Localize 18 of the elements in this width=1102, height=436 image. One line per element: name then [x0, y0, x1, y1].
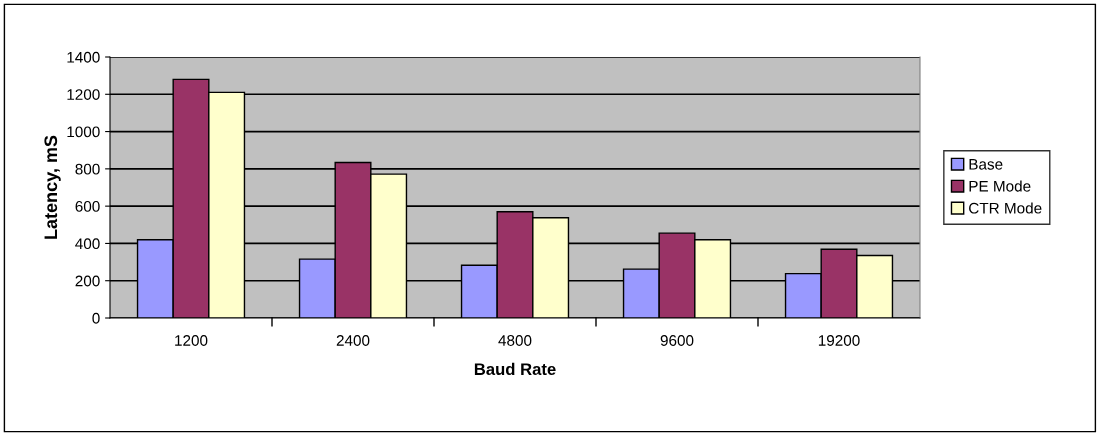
- y-tick-label: 800: [75, 163, 100, 175]
- y-tick-label: 400: [75, 238, 100, 250]
- x-tick-label: 2400: [336, 335, 370, 346]
- y-tick-label: 600: [75, 201, 100, 212]
- y-axis-title: Latency, mS: [44, 135, 61, 239]
- y-tick-label: 1400: [67, 51, 100, 63]
- legend-label: PE Mode: [969, 180, 1031, 192]
- x-tick-label: 1200: [175, 335, 208, 346]
- x-tick-label: 9600: [660, 335, 694, 346]
- x-tick-label: 4800: [498, 335, 532, 346]
- x-tick-label: 19200: [818, 335, 860, 346]
- y-tick-label: 1000: [67, 126, 100, 138]
- legend-label: Base: [969, 159, 1003, 170]
- legend-label: CTR Mode: [969, 202, 1042, 214]
- x-axis-title: Baud Rate: [474, 362, 556, 376]
- y-tick-label: 200: [75, 275, 100, 287]
- y-tick-label: 1200: [67, 89, 100, 100]
- y-tick-label: 0: [92, 312, 100, 324]
